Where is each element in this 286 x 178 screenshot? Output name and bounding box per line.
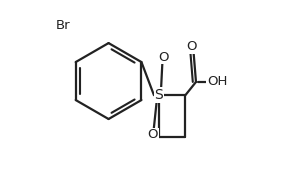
Text: O: O (186, 40, 197, 53)
Text: Br: Br (55, 19, 70, 32)
Text: S: S (154, 88, 163, 102)
Text: O: O (148, 128, 158, 141)
Text: O: O (158, 51, 168, 64)
Text: OH: OH (207, 75, 227, 88)
